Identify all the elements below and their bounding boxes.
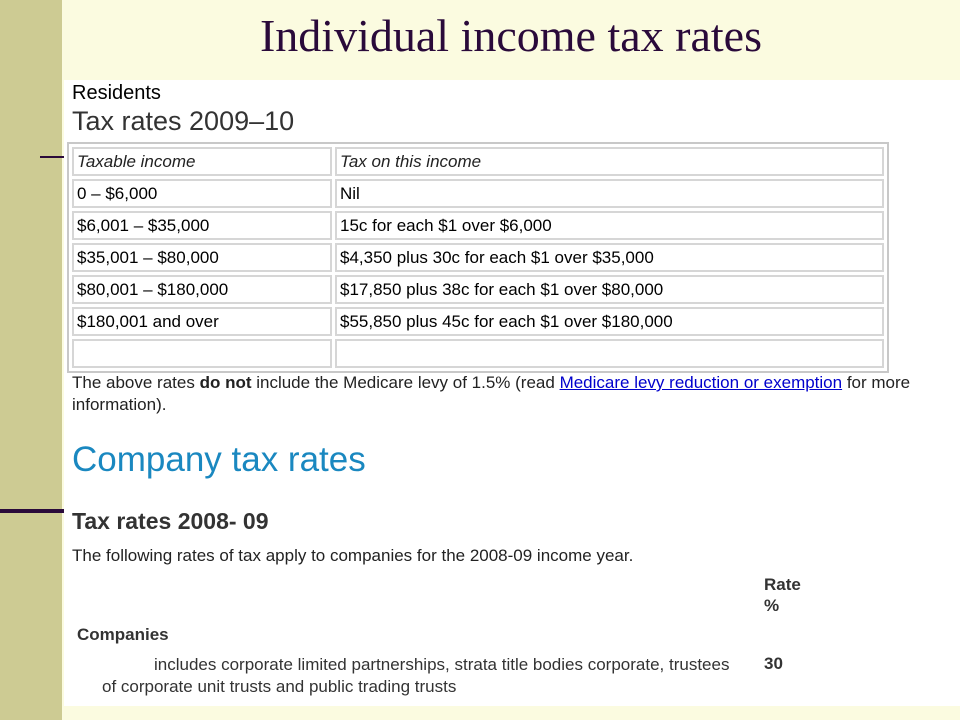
tax-amount-cell: $4,350 plus 30c for each $1 over $35,000	[335, 243, 884, 272]
income-bracket-cell: 0 – $6,000	[72, 179, 332, 208]
left-decorative-band	[0, 0, 62, 720]
table-row: $180,001 and over $55,850 plus 45c for e…	[72, 307, 884, 336]
companies-rate-value: 30	[764, 654, 783, 673]
tax-amount-cell: 15c for each $1 over $6,000	[335, 211, 884, 240]
medicare-levy-link[interactable]: Medicare levy reduction or exemption	[559, 373, 843, 392]
companies-label: Companies	[77, 625, 169, 644]
note-text-middle: include the Medicare levy of 1.5% (read	[251, 373, 560, 392]
empty-cell	[72, 339, 332, 368]
medicare-note: The above rates do not include the Medic…	[72, 372, 958, 416]
income-bracket-cell: $6,001 – $35,000	[72, 211, 332, 240]
tax-amount-cell: $17,850 plus 38c for each $1 over $80,00…	[335, 275, 884, 304]
tax-amount-cell: $55,850 plus 45c for each $1 over $180,0…	[335, 307, 884, 336]
slide-title: Individual income tax rates	[259, 10, 762, 61]
decorative-rule-short	[40, 156, 64, 158]
residents-label: Residents	[72, 82, 161, 104]
table-row: $80,001 – $180,000 $17,850 plus 38c for …	[72, 275, 884, 304]
note-emphasis: do not	[199, 373, 252, 392]
rate-header-line: Rate	[764, 575, 801, 594]
company-description: The following rates of tax apply to comp…	[72, 546, 634, 565]
empty-cell	[335, 339, 884, 368]
note-text-before: The above rates	[72, 373, 200, 392]
decorative-rule-long	[0, 509, 64, 513]
content-panel: Residents Tax rates 2009–10 Taxable inco…	[64, 80, 960, 706]
table-header-row: Taxable income Tax on this income	[72, 147, 884, 176]
rate-header-unit: %	[764, 596, 780, 616]
header-tax-on-income: Tax on this income	[335, 147, 884, 176]
individual-rates-table: Taxable income Tax on this income 0 – $6…	[67, 142, 889, 373]
residents-tax-heading: Tax rates 2009–10	[72, 106, 295, 136]
income-bracket-cell: $35,001 – $80,000	[72, 243, 332, 272]
tax-amount-cell: Nil	[335, 179, 884, 208]
table-row: $35,001 – $80,000 $4,350 plus 30c for ea…	[72, 243, 884, 272]
table-row-empty	[72, 339, 884, 368]
header-taxable-income: Taxable income	[72, 147, 332, 176]
rate-column-header: Rate %	[764, 574, 801, 617]
table-row: 0 – $6,000 Nil	[72, 179, 884, 208]
income-bracket-cell: $80,001 – $180,000	[72, 275, 332, 304]
note-text-after: for more information).	[72, 373, 911, 415]
company-tax-subheading: Tax rates 2008- 09	[72, 508, 269, 534]
table-row: $6,001 – $35,000 15c for each $1 over $6…	[72, 211, 884, 240]
companies-description: includes corporate limited partnerships,…	[102, 655, 730, 697]
company-tax-heading: Company tax rates	[72, 440, 366, 479]
income-bracket-cell: $180,001 and over	[72, 307, 332, 336]
